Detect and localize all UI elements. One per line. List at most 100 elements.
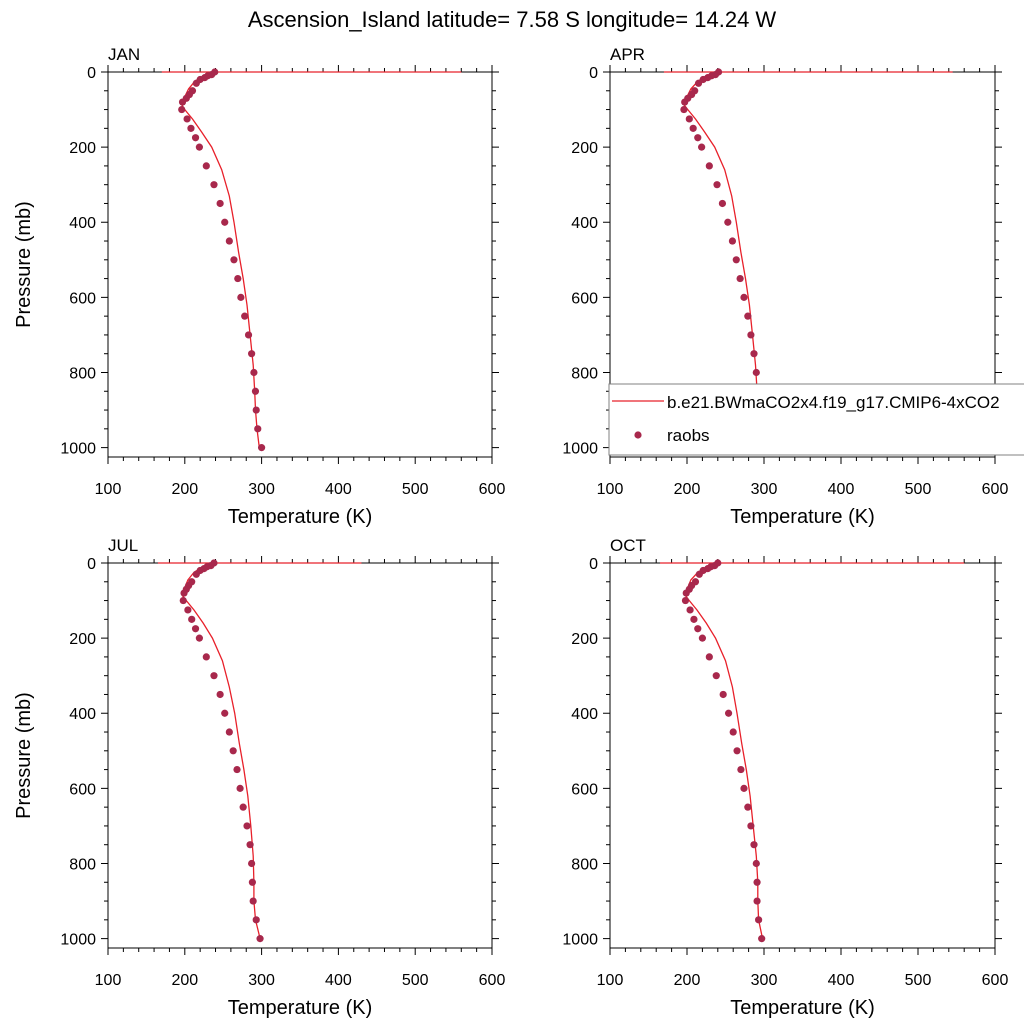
- y-tick-label: 800: [69, 365, 96, 382]
- raobs-point: [225, 237, 233, 245]
- raobs-point: [221, 218, 229, 226]
- x-tick-label: 200: [171, 481, 198, 498]
- y-tick-label: 600: [69, 781, 96, 798]
- plot-frame: [107, 71, 493, 458]
- raobs-point: [694, 79, 703, 87]
- y-tick-label: 400: [571, 706, 598, 723]
- x-axis-label: Temperature (K): [228, 997, 373, 1019]
- raobs-point: [747, 331, 755, 339]
- raobs-point: [248, 859, 256, 868]
- raobs-point: [689, 124, 697, 132]
- raobs-point: [179, 596, 187, 605]
- raobs-point: [718, 199, 727, 208]
- raobs-point: [680, 105, 688, 114]
- raobs-point: [236, 784, 244, 792]
- raobs-point: [698, 634, 707, 642]
- raobs-point: [250, 368, 258, 377]
- panel-jul: 100 200 300 400 500 600 0 200 400 600 800 1000 JUL Te…: [13, 536, 505, 1019]
- x-tick-label: 400: [325, 481, 352, 498]
- panel-oct: 100 200 300 400 500 600 0 200 400 600 800 1000 OCT Te…: [562, 536, 1008, 1019]
- x-axis-label: Temperature (K): [730, 997, 875, 1019]
- raobs-point: [210, 181, 218, 189]
- panel-apr: 100 200 300 400 500 600 0 200 400 600 800 1000 APR Te…: [562, 45, 1024, 528]
- x-tick-label: 500: [905, 481, 932, 498]
- raobs-point: [183, 115, 191, 123]
- x-tick-label: 200: [674, 481, 701, 498]
- raobs-point: [752, 859, 760, 868]
- raobs-point: [681, 596, 690, 605]
- raobs-point: [698, 143, 706, 151]
- raobs-point: [732, 256, 740, 264]
- raobs-point: [216, 690, 224, 699]
- x-tick-label: 200: [171, 972, 198, 989]
- raobs-point: [705, 653, 713, 661]
- raobs-point: [728, 237, 737, 245]
- y-tick-label: 600: [571, 290, 598, 307]
- x-tick-label: 500: [402, 972, 429, 989]
- raobs-point: [254, 425, 262, 433]
- raobs-point: [705, 162, 713, 170]
- raobs-point: [251, 387, 260, 395]
- raobs-point: [752, 368, 760, 377]
- y-tick-label: 400: [69, 706, 96, 723]
- y-axis-label: Pressure (mb): [13, 692, 35, 819]
- raobs-point: [736, 274, 744, 283]
- raobs-point: [216, 199, 224, 208]
- raobs-point: [192, 79, 200, 87]
- raobs-point: [690, 615, 698, 623]
- raobs-point: [685, 115, 693, 123]
- x-tick-label: 600: [982, 972, 1009, 989]
- raobs-point: [248, 350, 256, 358]
- raobs-point: [753, 878, 761, 886]
- raobs-point: [750, 841, 758, 849]
- x-tick-label: 100: [95, 481, 122, 498]
- raobs-point: [225, 728, 233, 736]
- y-tick-label: 800: [69, 856, 96, 873]
- raobs-point: [188, 615, 196, 623]
- x-tick-label: 500: [905, 972, 932, 989]
- panels: 100 200 300 400 500 60002004006008001000JANTe…: [13, 45, 1024, 1019]
- raobs-point: [758, 935, 766, 943]
- raobs-point: [202, 653, 210, 661]
- raobs-point: [249, 897, 257, 905]
- raobs-point: [192, 570, 200, 578]
- raobs-point: [234, 274, 242, 283]
- y-tick-label: 400: [571, 215, 598, 232]
- y-tick-label: 200: [69, 140, 96, 157]
- raobs-point: [682, 589, 690, 597]
- panel-jan: 100 200 300 400 500 600 0 200 400 600 800 1000 JAN Te…: [13, 45, 505, 528]
- panel-title: OCT: [610, 536, 646, 555]
- raobs-point: [747, 822, 755, 830]
- x-tick-label: 300: [751, 972, 778, 989]
- panel-title: JUL: [108, 536, 138, 555]
- y-tick-label: 200: [571, 631, 598, 648]
- x-tick-label: 600: [479, 481, 506, 498]
- raobs-point: [753, 897, 761, 905]
- figure-title: Ascension_Island latitude= 7.58 S longit…: [248, 7, 777, 32]
- raobs-point: [241, 312, 249, 320]
- x-tick-label: 100: [597, 481, 624, 498]
- x-tick-label: 400: [828, 481, 855, 498]
- raobs-point: [737, 765, 745, 774]
- raobs-point: [712, 672, 720, 680]
- raobs-point: [210, 672, 218, 680]
- panel-title: APR: [610, 45, 645, 64]
- legend-box: [608, 383, 1024, 456]
- y-tick-label: 200: [69, 631, 96, 648]
- x-tick-label: 600: [479, 972, 506, 989]
- x-tick-label: 200: [674, 972, 701, 989]
- raobs-point: [258, 444, 266, 452]
- y-axis-label: Pressure (mb): [13, 201, 35, 328]
- raobs-point: [686, 606, 694, 614]
- x-tick-label: 300: [751, 481, 778, 498]
- raobs-point: [724, 709, 733, 717]
- raobs-point: [178, 98, 187, 106]
- y-tick-label: 400: [69, 215, 96, 232]
- x-tick-label: 100: [597, 972, 624, 989]
- raobs-point: [724, 218, 732, 226]
- plot-frame: [107, 562, 493, 949]
- legend-model-label: b.e21.BWmaCO2x4.f19_g17.CMIP6-4xCO2: [667, 393, 1000, 412]
- raobs-point: [195, 143, 203, 151]
